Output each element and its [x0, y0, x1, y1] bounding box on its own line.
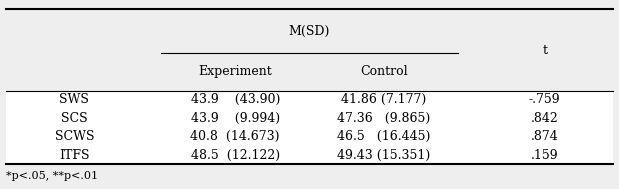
- Text: -.759: -.759: [529, 93, 561, 106]
- Text: .874: .874: [531, 130, 558, 143]
- Text: t: t: [542, 44, 547, 57]
- FancyBboxPatch shape: [6, 91, 613, 164]
- Text: 40.8  (14.673): 40.8 (14.673): [191, 130, 280, 143]
- Text: 47.36   (9.865): 47.36 (9.865): [337, 112, 430, 125]
- Text: ITFS: ITFS: [59, 149, 90, 162]
- Text: .842: .842: [531, 112, 558, 125]
- Text: 43.9    (43.90): 43.9 (43.90): [191, 93, 280, 106]
- Text: 46.5   (16.445): 46.5 (16.445): [337, 130, 430, 143]
- Text: 49.43 (15.351): 49.43 (15.351): [337, 149, 430, 162]
- Text: *p<.05, **p<.01: *p<.05, **p<.01: [6, 171, 98, 181]
- Text: 41.86 (7.177): 41.86 (7.177): [341, 93, 426, 106]
- Text: 43.9    (9.994): 43.9 (9.994): [191, 112, 280, 125]
- Text: 48.5  (12.122): 48.5 (12.122): [191, 149, 280, 162]
- Text: SCS: SCS: [61, 112, 88, 125]
- Text: SWS: SWS: [59, 93, 89, 106]
- Text: Control: Control: [360, 65, 407, 78]
- Text: M(SD): M(SD): [289, 25, 330, 38]
- FancyBboxPatch shape: [6, 9, 613, 91]
- Text: .159: .159: [531, 149, 558, 162]
- Text: SCWS: SCWS: [54, 130, 94, 143]
- Text: Experiment: Experiment: [198, 65, 272, 78]
